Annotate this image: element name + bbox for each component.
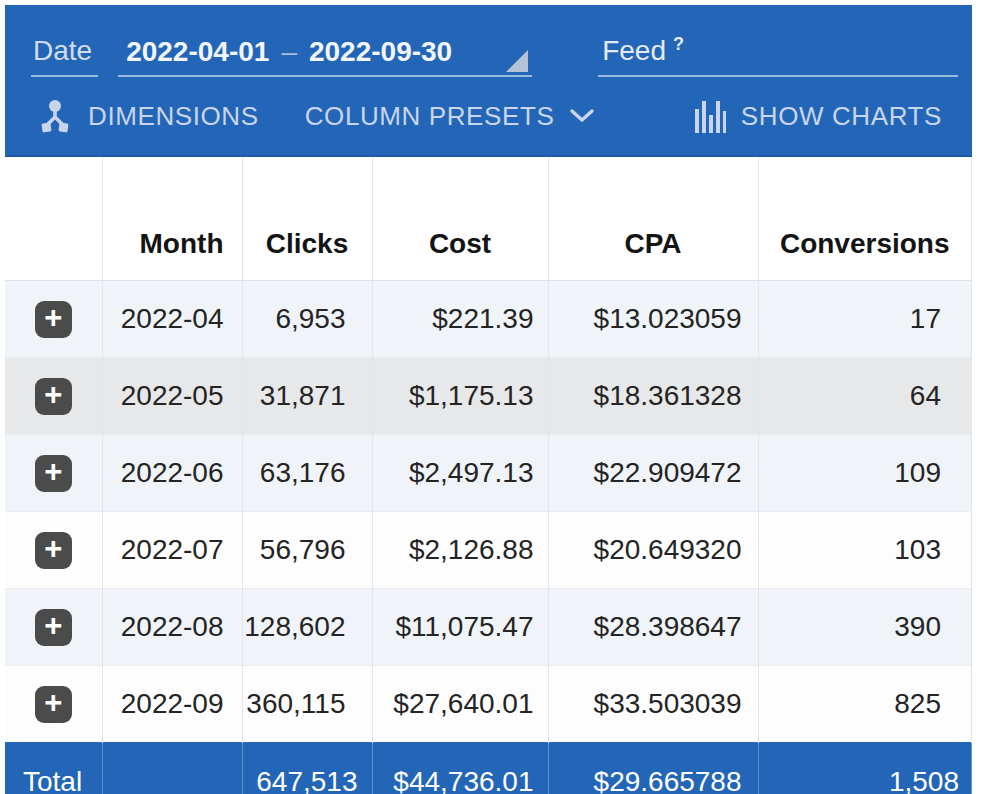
cell-month: 2022-05 <box>102 358 242 435</box>
table-row: + 2022-07 56,796 $2,126.88 $20.649320 10… <box>5 512 972 589</box>
cell-month: 2022-07 <box>102 512 242 589</box>
cell-clicks: 56,796 <box>242 512 372 589</box>
help-icon[interactable]: ? <box>673 34 684 55</box>
expand-row-button[interactable]: + <box>35 532 72 569</box>
column-header-cost: Cost <box>372 157 548 281</box>
date-range-end: 2022-09-30 <box>309 36 452 68</box>
cell-conversions: 64 <box>758 358 972 435</box>
dimensions-button[interactable]: DIMENSIONS <box>37 98 259 134</box>
top-bar: Date 2022-04-01 – 2022-09-30 Feed ? <box>5 5 972 157</box>
report-panel: Date 2022-04-01 – 2022-09-30 Feed ? <box>5 5 972 794</box>
expand-row-button[interactable]: + <box>35 455 72 492</box>
show-charts-button-label: SHOW CHARTS <box>741 101 942 132</box>
cell-cpa: $18.361328 <box>548 358 758 435</box>
cell-month: 2022-04 <box>102 281 242 358</box>
cell-clicks: 6,953 <box>242 281 372 358</box>
date-range-picker[interactable]: 2022-04-01 – 2022-09-30 <box>118 36 532 77</box>
hierarchy-icon <box>37 98 73 134</box>
cell-cost: $1,175.13 <box>372 358 548 435</box>
chevron-down-icon <box>569 108 595 124</box>
expand-row-button[interactable]: + <box>35 686 72 723</box>
total-cpa-cell: $29.665788 <box>548 743 758 794</box>
expand-row-button[interactable]: + <box>35 609 72 646</box>
table-row: + 2022-09 360,115 $27,640.01 $33.503039 … <box>5 666 972 743</box>
total-row: Total 647,513 $44,736.01 $29.665788 1,50… <box>5 743 972 794</box>
column-header-month: Month <box>102 157 242 281</box>
show-charts-button[interactable]: SHOW CHARTS <box>694 99 942 133</box>
filter-row: Date 2022-04-01 – 2022-09-30 Feed ? <box>5 5 972 77</box>
total-cost-cell: $44,736.01 <box>372 743 548 794</box>
cell-cpa: $13.023059 <box>548 281 758 358</box>
bar-chart-icon <box>694 99 726 133</box>
column-header-conversions: Conversions <box>758 157 972 281</box>
cell-month: 2022-08 <box>102 589 242 666</box>
cell-conversions: 825 <box>758 666 972 743</box>
cell-cpa: $20.649320 <box>548 512 758 589</box>
column-header-cpa: CPA <box>548 157 758 281</box>
expand-column-header <box>5 157 102 281</box>
date-filter-label: Date <box>31 35 98 77</box>
table-row: + 2022-06 63,176 $2,497.13 $22.909472 10… <box>5 435 972 512</box>
header-row: Month Clicks Cost CPA Conversions <box>5 157 972 281</box>
cell-cost: $221.39 <box>372 281 548 358</box>
cell-month: 2022-09 <box>102 666 242 743</box>
cell-cpa: $28.398647 <box>548 589 758 666</box>
expand-row-button[interactable]: + <box>35 378 72 415</box>
feed-filter[interactable]: Feed ? <box>598 35 958 77</box>
column-presets-button[interactable]: COLUMN PRESETS <box>305 101 596 132</box>
cell-clicks: 128,602 <box>242 589 372 666</box>
dimensions-button-label: DIMENSIONS <box>88 101 259 132</box>
cell-conversions: 103 <box>758 512 972 589</box>
total-label: Total <box>5 743 102 794</box>
cell-conversions: 17 <box>758 281 972 358</box>
total-clicks-cell: 647,513 <box>242 743 372 794</box>
date-range-separator: – <box>279 36 299 68</box>
cell-conversions: 109 <box>758 435 972 512</box>
expand-row-button[interactable]: + <box>35 301 72 338</box>
feed-filter-label: Feed <box>602 35 666 67</box>
cell-cpa: $22.909472 <box>548 435 758 512</box>
cell-cpa: $33.503039 <box>548 666 758 743</box>
cell-cost: $2,126.88 <box>372 512 548 589</box>
corner-triangle-icon <box>506 50 528 72</box>
total-month-cell <box>102 743 242 794</box>
column-presets-button-label: COLUMN PRESETS <box>305 101 555 132</box>
cell-cost: $11,075.47 <box>372 589 548 666</box>
column-header-clicks: Clicks <box>242 157 372 281</box>
cell-clicks: 31,871 <box>242 358 372 435</box>
date-range-start: 2022-04-01 <box>126 36 269 68</box>
cell-cost: $27,640.01 <box>372 666 548 743</box>
cell-clicks: 63,176 <box>242 435 372 512</box>
cell-month: 2022-06 <box>102 435 242 512</box>
table-row: + 2022-05 31,871 $1,175.13 $18.361328 64 <box>5 358 972 435</box>
table-row: + 2022-04 6,953 $221.39 $13.023059 17 <box>5 281 972 358</box>
total-conversions-cell: 1,508 <box>758 743 972 794</box>
cell-clicks: 360,115 <box>242 666 372 743</box>
table-row: + 2022-08 128,602 $11,075.47 $28.398647 … <box>5 589 972 666</box>
cell-cost: $2,497.13 <box>372 435 548 512</box>
report-table: Month Clicks Cost CPA Conversions + 2022… <box>5 157 972 794</box>
toolbar: DIMENSIONS COLUMN PRESETS <box>5 77 972 155</box>
cell-conversions: 390 <box>758 589 972 666</box>
